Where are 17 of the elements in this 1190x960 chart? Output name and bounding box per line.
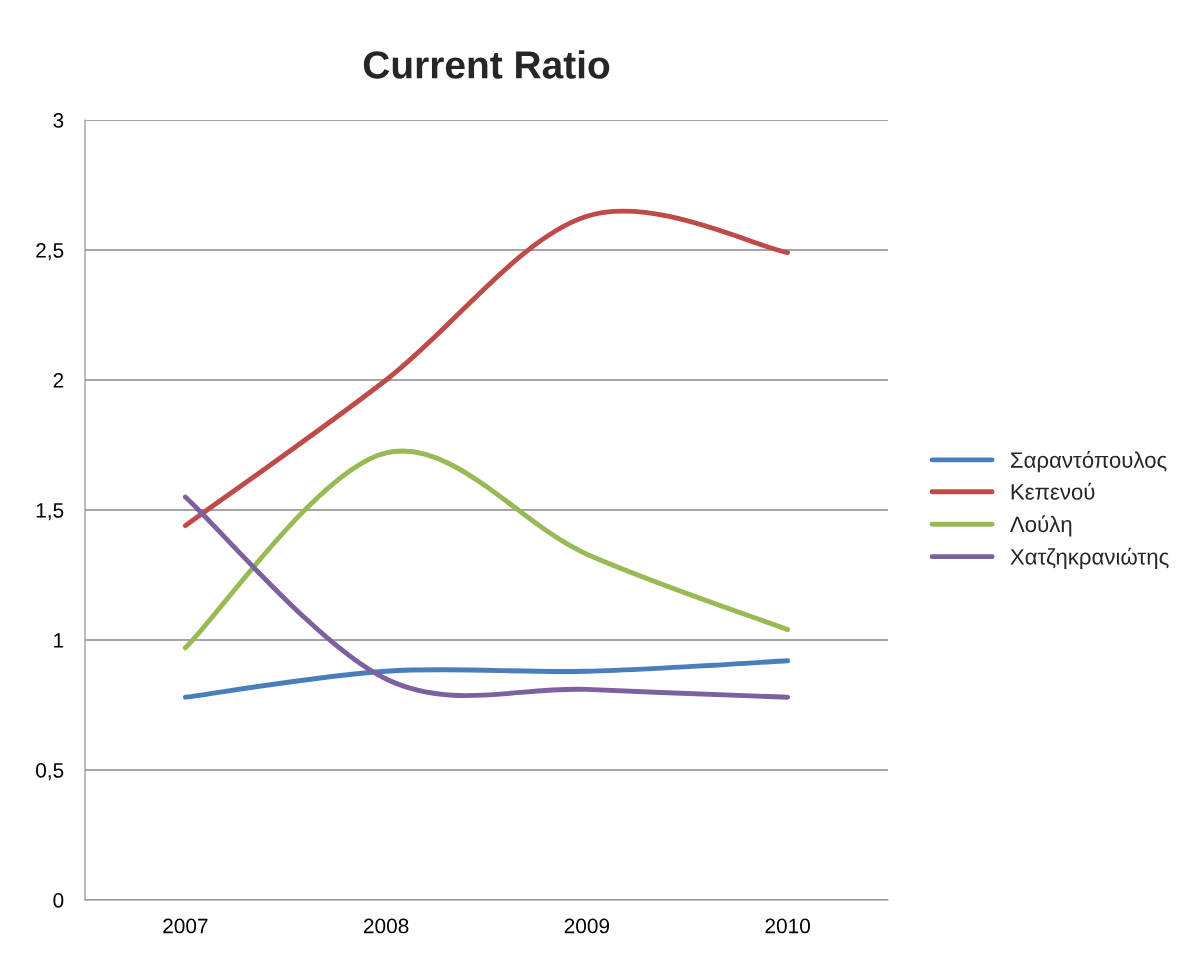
y-tick-label: 1 <box>54 633 64 648</box>
legend-label: Κεπενού <box>1011 482 1095 500</box>
x-tick-label: 2007 <box>163 918 208 934</box>
y-tick-label: 1,5 <box>36 503 64 521</box>
line-series <box>182 494 791 700</box>
y-tick-label: 3 <box>53 113 64 128</box>
legend-label: Σαραντόπουλος <box>1011 450 1167 473</box>
legend-label: Χατζηκρανιώτης <box>1010 547 1169 570</box>
y-tick-label: 2,5 <box>36 243 64 261</box>
x-tick-label: 2009 <box>564 918 610 934</box>
y-tick-label: 2 <box>53 373 64 388</box>
x-tick-label: 2008 <box>364 918 409 934</box>
y-tick-label: 0,5 <box>36 763 64 781</box>
x-tick-label: 2010 <box>765 918 810 934</box>
y-tick-label: 0 <box>53 893 64 908</box>
chart-title: Current Ratio <box>363 50 610 79</box>
legend-label: Λούλη <box>1009 515 1072 537</box>
